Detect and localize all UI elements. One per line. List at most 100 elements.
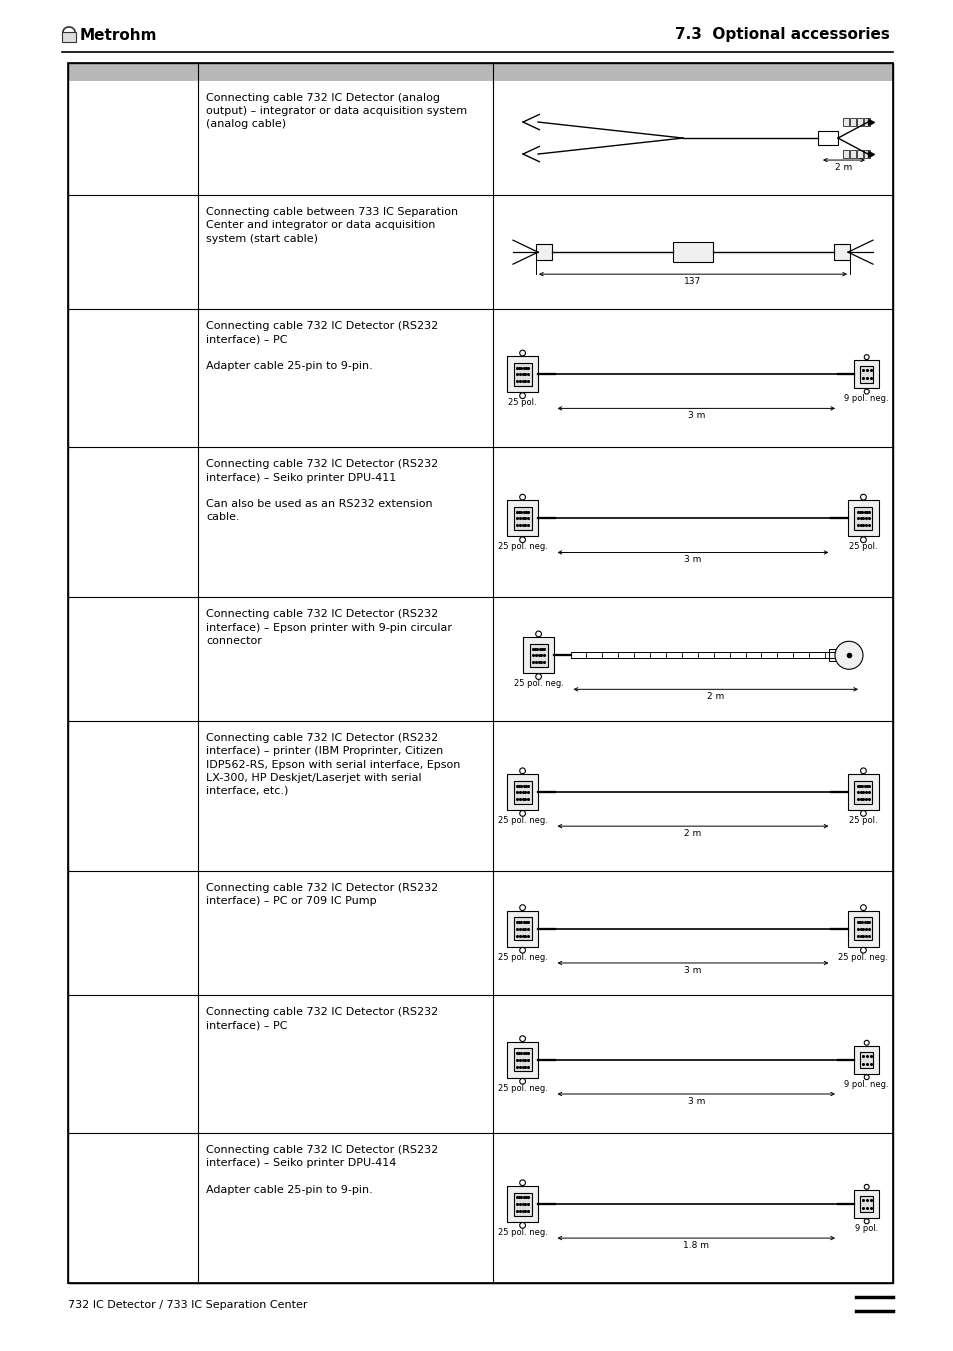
Bar <box>513 363 531 386</box>
Bar <box>847 911 878 947</box>
Bar <box>847 774 878 811</box>
Bar <box>863 150 869 158</box>
Bar <box>860 1052 872 1069</box>
Text: 137: 137 <box>683 277 700 286</box>
Text: 2 m: 2 m <box>835 163 852 172</box>
Text: 3 m: 3 m <box>683 966 701 975</box>
Circle shape <box>519 350 525 355</box>
Bar <box>62 32 76 42</box>
Bar <box>854 917 872 940</box>
Text: 25 pol. neg.: 25 pol. neg. <box>497 1228 547 1238</box>
Bar <box>513 1048 531 1071</box>
Bar <box>68 63 892 1283</box>
Bar <box>854 507 872 530</box>
Bar <box>842 150 848 158</box>
Text: 3 m: 3 m <box>687 1097 704 1106</box>
Circle shape <box>519 1179 525 1186</box>
Bar <box>513 1193 531 1216</box>
Circle shape <box>519 494 525 500</box>
Circle shape <box>834 642 862 669</box>
Text: 7.3  Optional accessories: 7.3 Optional accessories <box>675 27 889 42</box>
Bar <box>506 1042 537 1078</box>
Circle shape <box>863 1040 868 1046</box>
Text: Connecting cable 732 IC Detector (RS232
interface) – PC or 709 IC Pump: Connecting cable 732 IC Detector (RS232 … <box>206 884 437 907</box>
Bar <box>854 1190 878 1219</box>
Bar <box>513 781 531 804</box>
Bar <box>849 150 855 158</box>
Bar <box>828 650 841 661</box>
Text: Connecting cable 732 IC Detector (RS232
interface) – Epson printer with 9-pin ci: Connecting cable 732 IC Detector (RS232 … <box>206 609 452 646</box>
Circle shape <box>860 947 865 952</box>
Text: 2 m: 2 m <box>683 830 700 838</box>
Bar <box>856 150 862 158</box>
Bar <box>506 911 537 947</box>
Bar <box>536 245 552 261</box>
Circle shape <box>519 1078 525 1084</box>
Bar <box>833 245 849 261</box>
Bar <box>854 1046 878 1074</box>
Bar <box>842 118 848 126</box>
Circle shape <box>519 1223 525 1228</box>
Bar <box>860 1196 872 1212</box>
Text: Connecting cable 732 IC Detector (analog
output) – integrator or data acquisitio: Connecting cable 732 IC Detector (analog… <box>206 93 467 130</box>
Text: 25 pol. neg.: 25 pol. neg. <box>497 1084 547 1093</box>
Text: 25 pol.: 25 pol. <box>848 543 877 551</box>
Text: 1.8 m: 1.8 m <box>682 1242 708 1250</box>
Circle shape <box>863 355 868 359</box>
Text: Connecting cable 732 IC Detector (RS232
interface) – PC

Adapter cable 25-pin to: Connecting cable 732 IC Detector (RS232 … <box>206 322 437 370</box>
Circle shape <box>519 1036 525 1042</box>
Bar <box>506 500 537 536</box>
Bar <box>672 242 712 262</box>
Text: 25 pol. neg.: 25 pol. neg. <box>497 543 547 551</box>
Text: Connecting cable 732 IC Detector (RS232
interface) – PC: Connecting cable 732 IC Detector (RS232 … <box>206 1006 437 1029</box>
Bar <box>849 118 855 126</box>
Text: Connecting cable 732 IC Detector (RS232
interface) – printer (IBM Proprinter, Ci: Connecting cable 732 IC Detector (RS232 … <box>206 734 460 796</box>
Text: Connecting cable 732 IC Detector (RS232
interface) – Seiko printer DPU-411

Can : Connecting cable 732 IC Detector (RS232 … <box>206 459 437 523</box>
Circle shape <box>519 767 525 774</box>
Circle shape <box>860 494 865 500</box>
Circle shape <box>519 905 525 911</box>
Circle shape <box>519 393 525 399</box>
Bar <box>854 781 872 804</box>
Bar <box>506 774 537 811</box>
Text: Metrohm: Metrohm <box>80 27 157 42</box>
Text: Connecting cable between 733 IC Separation
Center and integrator or data acquisi: Connecting cable between 733 IC Separati… <box>206 207 457 243</box>
Text: 25 pol. neg.: 25 pol. neg. <box>497 952 547 962</box>
Circle shape <box>860 536 865 543</box>
Bar <box>522 638 554 673</box>
Circle shape <box>519 811 525 816</box>
Bar <box>513 507 531 530</box>
Circle shape <box>519 947 525 952</box>
Bar <box>863 118 869 126</box>
Bar <box>847 500 878 536</box>
Text: 9 pol. neg.: 9 pol. neg. <box>843 1079 888 1089</box>
Circle shape <box>519 536 525 543</box>
Text: 25 pol.: 25 pol. <box>848 816 877 825</box>
Circle shape <box>536 631 541 636</box>
Text: 3 m: 3 m <box>683 555 701 565</box>
Text: 25 pol. neg.: 25 pol. neg. <box>838 952 887 962</box>
Bar <box>860 366 872 382</box>
Bar <box>817 131 837 145</box>
Bar <box>68 63 892 81</box>
Text: 25 pol. neg.: 25 pol. neg. <box>513 680 563 688</box>
Text: 25 pol.: 25 pol. <box>508 399 537 408</box>
Circle shape <box>536 674 541 680</box>
Circle shape <box>860 767 865 774</box>
Bar <box>856 118 862 126</box>
Text: 25 pol. neg.: 25 pol. neg. <box>497 816 547 825</box>
Text: 3 m: 3 m <box>687 412 704 420</box>
Circle shape <box>860 905 865 911</box>
Circle shape <box>863 1219 868 1224</box>
Text: 9 pol.: 9 pol. <box>854 1224 878 1233</box>
Bar <box>529 644 547 667</box>
Bar <box>506 1186 537 1223</box>
Circle shape <box>863 389 868 394</box>
Text: 9 pol. neg.: 9 pol. neg. <box>843 394 888 404</box>
Bar <box>513 917 531 940</box>
Text: 2 m: 2 m <box>706 692 723 701</box>
Bar <box>506 357 537 392</box>
Circle shape <box>863 1075 868 1079</box>
Bar <box>68 63 892 1283</box>
Bar <box>854 361 878 388</box>
